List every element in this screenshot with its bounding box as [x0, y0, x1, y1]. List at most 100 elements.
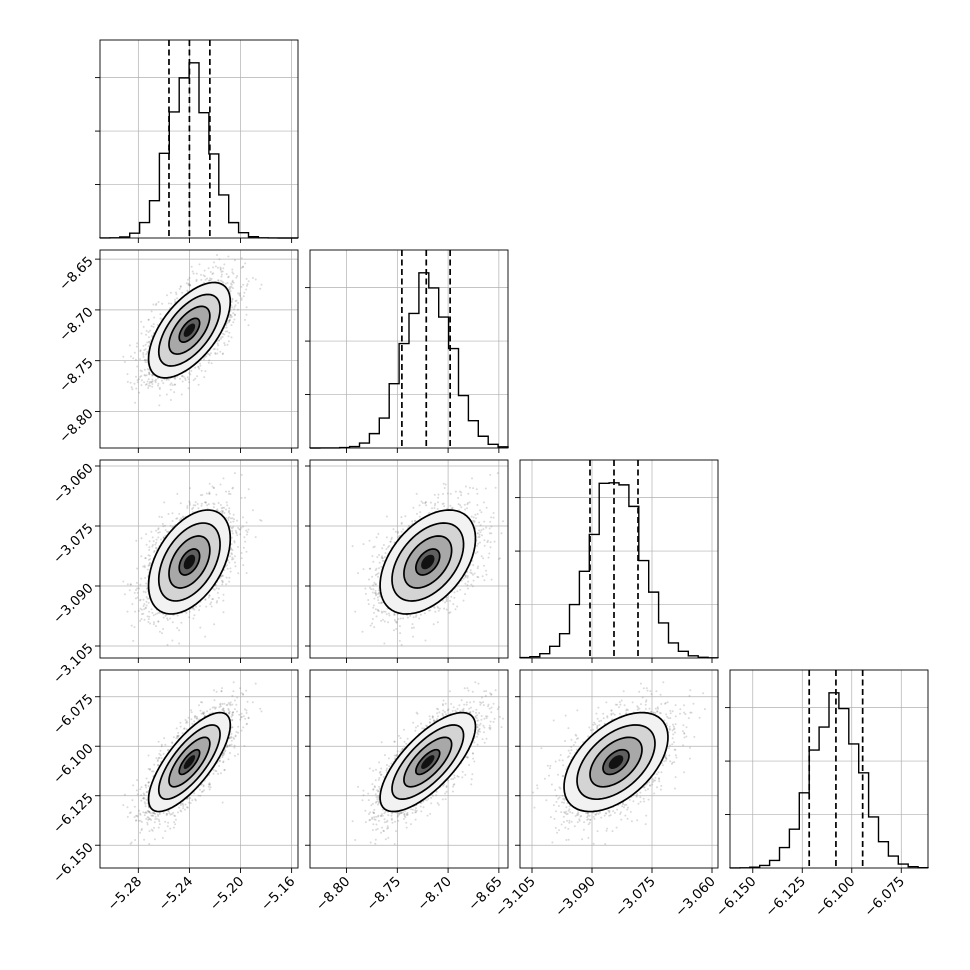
sample-point — [228, 490, 230, 493]
sample-point — [160, 516, 163, 519]
sample-point — [143, 368, 146, 371]
sample-point — [207, 596, 210, 599]
sample-point — [188, 277, 191, 279]
sample-point — [217, 344, 220, 347]
sample-point — [181, 375, 184, 378]
sample-point — [212, 587, 215, 590]
sample-point — [145, 353, 148, 356]
sample-point — [158, 394, 161, 397]
sample-point — [145, 600, 148, 603]
sample-point — [195, 278, 198, 281]
sample-point — [154, 543, 157, 546]
sample-point — [235, 276, 238, 279]
contour-line-3 — [147, 281, 232, 379]
sample-point — [146, 587, 149, 590]
sample-point — [225, 508, 227, 511]
sample-point — [223, 512, 226, 514]
sample-point — [175, 293, 178, 296]
sample-point — [143, 566, 146, 569]
sample-point — [133, 351, 136, 354]
sample-point — [155, 302, 158, 305]
sample-point — [208, 359, 211, 362]
sample-point — [158, 531, 161, 534]
sample-point — [188, 503, 191, 506]
sample-point — [189, 373, 192, 376]
sample-point — [223, 263, 226, 266]
sample-point — [214, 265, 217, 268]
sample-point — [240, 298, 243, 301]
sample-point — [143, 349, 146, 352]
sample-point — [145, 582, 148, 585]
sample-point — [131, 388, 134, 391]
sample-point — [233, 318, 236, 321]
sample-point — [151, 383, 154, 385]
sample-point — [231, 268, 234, 271]
sample-point — [233, 313, 236, 316]
sample-point — [243, 536, 246, 539]
sample-point — [162, 382, 165, 385]
sample-point — [208, 354, 211, 357]
sample-point — [161, 379, 163, 382]
sample-point — [192, 379, 195, 382]
sample-point — [231, 297, 234, 300]
sample-point — [199, 364, 202, 367]
sample-point — [157, 384, 159, 387]
sample-point — [233, 518, 236, 521]
sample-point — [228, 321, 230, 324]
sample-point — [239, 533, 242, 536]
sample-point — [197, 365, 200, 368]
sample-point — [230, 336, 233, 339]
sample-point — [244, 318, 246, 321]
sample-point — [133, 626, 136, 629]
sample-point — [157, 620, 160, 623]
sample-point — [213, 261, 215, 264]
sample-point — [188, 381, 191, 384]
sample-point — [218, 339, 221, 342]
sample-point — [234, 561, 236, 564]
sample-point — [151, 374, 154, 377]
sample-point — [244, 496, 246, 499]
sample-point — [216, 254, 218, 256]
sample-point — [142, 598, 145, 601]
sample-point — [176, 492, 179, 495]
sample-point — [140, 370, 143, 373]
sample-point — [220, 270, 223, 273]
sample-point — [214, 352, 217, 354]
sample-point — [230, 552, 233, 555]
sample-point — [142, 325, 145, 328]
sample-point — [151, 536, 154, 539]
sample-point — [151, 378, 154, 381]
sample-point — [169, 291, 172, 294]
sample-point — [143, 618, 146, 621]
sample-point — [244, 540, 247, 543]
sample-point — [171, 639, 174, 642]
sample-point — [212, 272, 215, 275]
sample-point — [142, 344, 145, 347]
sample-point — [231, 558, 233, 561]
sample-point — [237, 308, 239, 311]
sample-point — [219, 576, 222, 579]
sample-point — [199, 362, 201, 365]
sample-point — [202, 274, 205, 277]
sample-point — [166, 643, 169, 646]
sample-point — [148, 371, 151, 374]
sample-point — [145, 374, 148, 377]
sample-point — [216, 342, 219, 345]
panel-frame-1-0 — [99, 249, 299, 449]
sample-point — [225, 501, 228, 504]
sample-point — [238, 528, 241, 531]
sample-point — [227, 511, 230, 514]
sample-point — [145, 333, 148, 336]
sample-point — [147, 345, 150, 348]
sample-point — [236, 245, 238, 247]
sample-point — [206, 277, 209, 280]
sample-point — [194, 366, 197, 369]
sample-point — [144, 343, 147, 346]
sample-point — [229, 318, 231, 321]
sample-point — [226, 281, 229, 284]
sample-point — [233, 308, 236, 311]
sample-point — [194, 377, 197, 380]
sample-point — [210, 352, 212, 355]
sample-point — [221, 511, 224, 514]
sample-point — [227, 275, 230, 278]
